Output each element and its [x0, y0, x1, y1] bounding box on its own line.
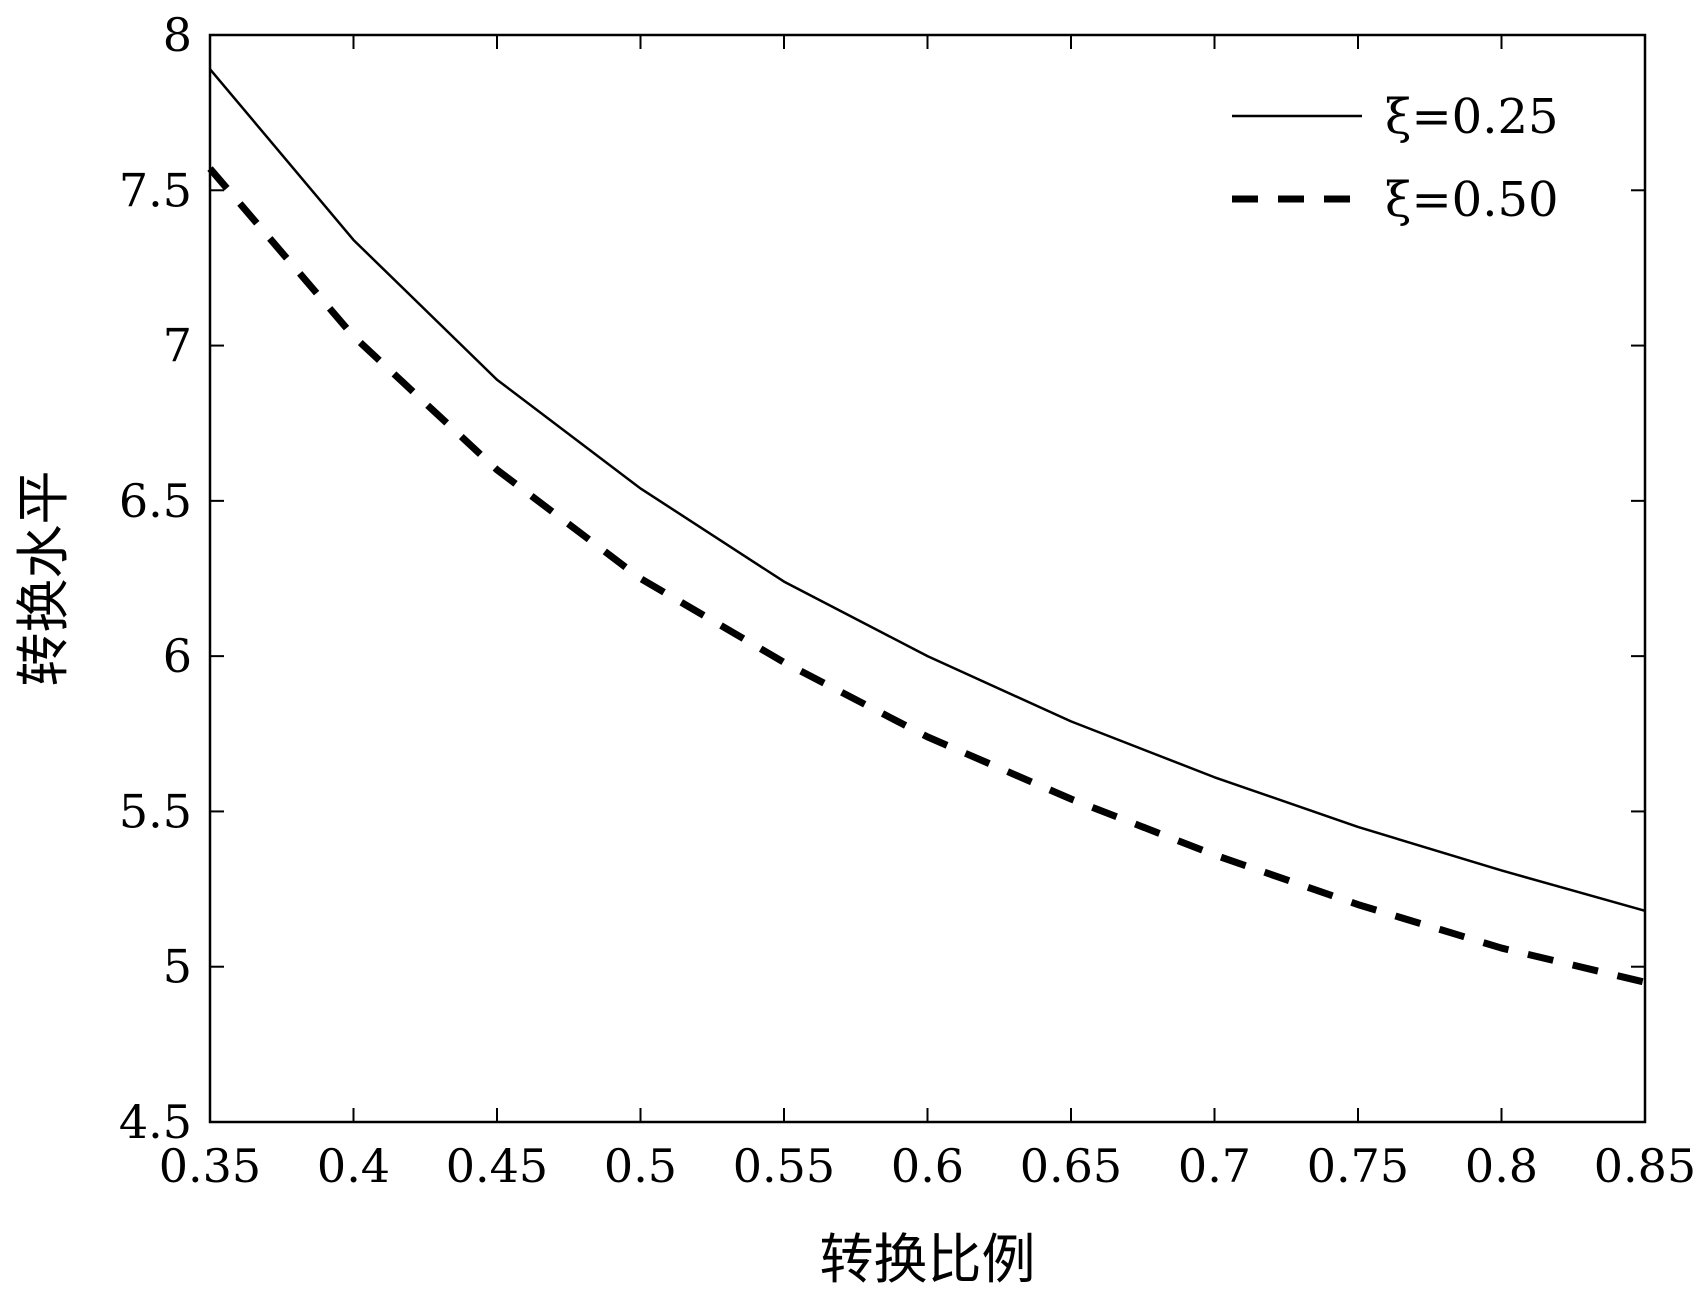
x-tick-label: 0.35	[159, 1139, 261, 1193]
x-tick-label: 0.75	[1307, 1139, 1409, 1193]
x-tick-label: 0.5	[604, 1139, 677, 1193]
y-tick-label: 7	[163, 319, 192, 373]
legend: ξ=0.25 ξ=0.50	[1232, 89, 1559, 228]
y-tick-label: 5	[163, 940, 192, 994]
ticks-layer: 0.35 0.4 0.45 0.5 0.55 0.6 0.65 0.7 0.75 0.8 0.85 4…	[119, 8, 1696, 1193]
x-tick-label: 0.4	[317, 1139, 390, 1193]
y-tick-label: 6.5	[119, 474, 192, 528]
x-axis-title: 转换比例	[820, 1228, 1036, 1291]
y-axis-title: 转换水平	[12, 471, 75, 687]
series-layer	[207, 68, 1646, 986]
x-tick-label: 0.55	[733, 1139, 835, 1193]
x-tick-label: 0.65	[1020, 1139, 1122, 1193]
y-tick-label: 4.5	[119, 1095, 192, 1149]
x-tick-label: 0.7	[1178, 1139, 1251, 1193]
x-tick-label: 0.8	[1465, 1139, 1538, 1193]
y-tick-label: 6	[163, 629, 192, 683]
y-tick-label: 7.5	[119, 163, 192, 217]
x-tick-label: 0.85	[1594, 1139, 1696, 1193]
y-tick-label: 5.5	[119, 784, 192, 838]
series-line-1	[207, 166, 1646, 986]
legend-label-0: ξ=0.25	[1385, 89, 1559, 145]
x-tick-label: 0.45	[446, 1139, 548, 1193]
x-tick-label: 0.6	[891, 1139, 964, 1193]
y-tick-label: 8	[163, 8, 192, 62]
legend-label-1: ξ=0.50	[1385, 172, 1559, 228]
series-line-0	[209, 68, 1646, 913]
